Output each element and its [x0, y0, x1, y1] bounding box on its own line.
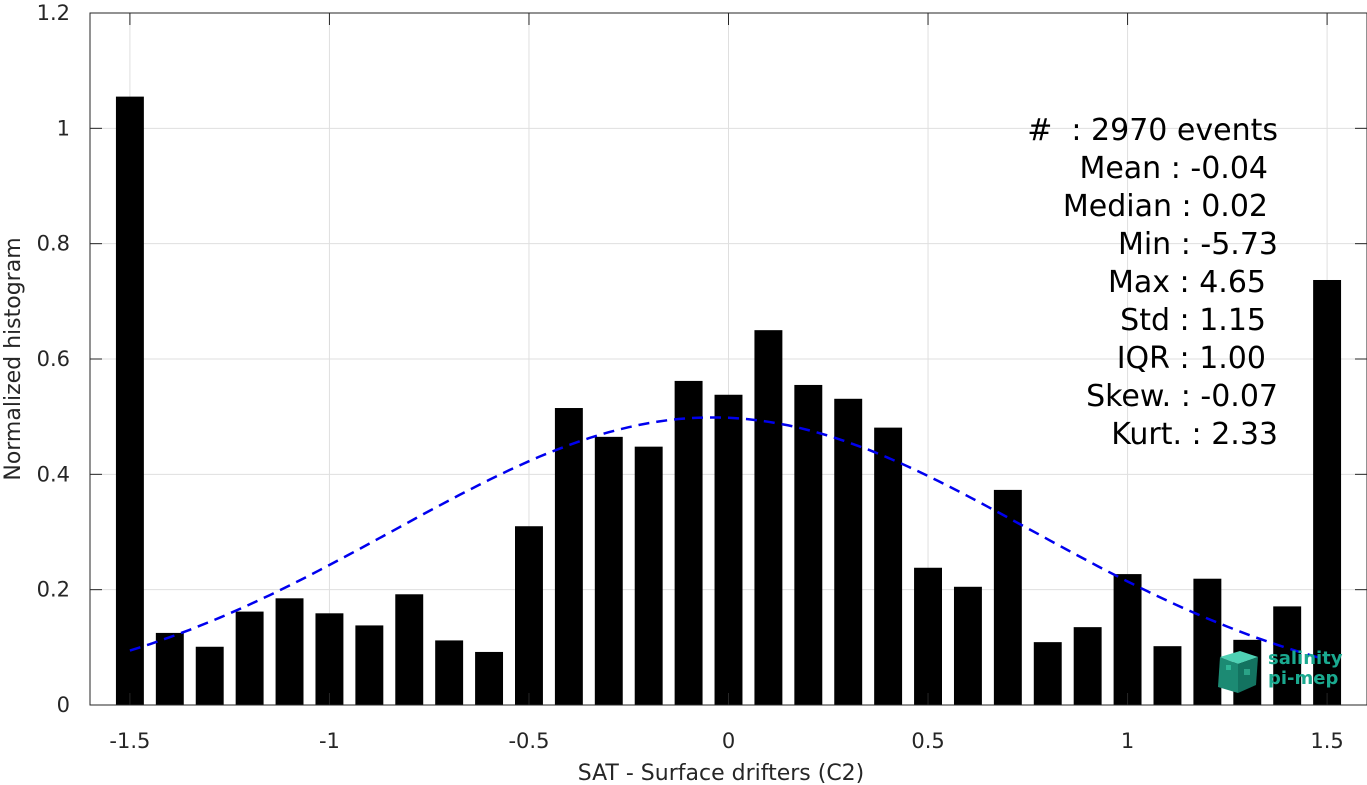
histogram-bar: [714, 394, 743, 705]
x-axis-label: SAT - Surface drifters (C2): [578, 761, 865, 785]
statistics-box: # : 2970 events Mean : -0.04 Median : 0.…: [1027, 112, 1278, 454]
histogram-bar: [754, 330, 783, 705]
histogram-bar: [395, 594, 424, 705]
stat-std: Std : 1.15: [1120, 303, 1266, 338]
histogram-bar: [115, 96, 144, 705]
histogram-bar: [1153, 646, 1182, 705]
y-tick-label: 0: [57, 693, 70, 717]
y-tick-label: 1: [57, 116, 70, 140]
y-tick-label: 1.2: [37, 1, 70, 25]
stat-min: Min : -5.73: [1117, 227, 1278, 262]
x-tick-label: 1: [1121, 729, 1134, 753]
histogram-bar: [834, 398, 863, 705]
histogram-bar: [634, 446, 663, 705]
histogram-bar: [1313, 279, 1342, 705]
stat-skew: Skew. : -0.07: [1086, 379, 1278, 414]
histogram-bar: [1193, 578, 1222, 705]
histogram-bar: [1033, 642, 1062, 705]
x-tick-label: -0.5: [508, 729, 549, 753]
x-tick-label: 0: [722, 729, 735, 753]
stat-mean: Mean : -0.04: [1079, 151, 1268, 186]
x-tick-label: -1.5: [109, 729, 150, 753]
histogram-bar: [355, 625, 384, 705]
x-tick-label: -1: [319, 729, 340, 753]
histogram-bar: [993, 489, 1022, 705]
histogram-bar: [1073, 627, 1102, 705]
y-tick-label: 0.2: [37, 578, 70, 602]
y-tick-label: 0.6: [37, 347, 70, 371]
histogram-bar: [914, 567, 942, 705]
stat-kurt: Kurt. : 2.33: [1111, 417, 1278, 452]
histogram-bar: [315, 613, 344, 705]
y-tick-label: 0.8: [37, 232, 70, 256]
stat-count: # : 2970 events: [1027, 113, 1278, 148]
histogram-bar: [794, 384, 823, 705]
gaussian-fit-curve: [129, 416, 1328, 662]
histogram-bar: [1113, 574, 1142, 705]
histogram-bar: [475, 651, 504, 705]
histogram-bar: [874, 427, 903, 705]
y-axis-label: Normalized histogram: [1, 237, 26, 480]
histogram-bar: [195, 646, 224, 705]
logo-line1: salinity: [1268, 648, 1343, 669]
stat-max: Max : 4.65: [1108, 265, 1266, 300]
y-tick-label: 0.4: [37, 462, 70, 486]
histogram-bar: [435, 640, 464, 705]
x-tick-label: 0.5: [911, 729, 944, 753]
salinity-pimep-logo: salinity pi-mep: [1216, 645, 1351, 695]
histogram-bar: [674, 380, 703, 705]
histogram-bar: [155, 632, 184, 705]
ticks: -1.5 -1 -0.5 0 0.5 1 1.5 0 0.2 0.4 0.6 0.8 1 1.2: [37, 1, 1367, 753]
stat-iqr: IQR : 1.00: [1116, 341, 1266, 376]
histogram-bar: [275, 598, 304, 705]
cube-logo-icon: [1218, 651, 1258, 693]
histogram-bar: [953, 586, 982, 705]
logo-text: salinity pi-mep: [1268, 649, 1343, 689]
x-tick-label: 1.5: [1310, 729, 1343, 753]
logo-line2: pi-mep: [1268, 668, 1339, 689]
histogram-bar: [515, 526, 543, 705]
histogram-bar: [1273, 606, 1302, 705]
stat-median: Median : 0.02: [1062, 189, 1268, 224]
histogram-bar: [594, 436, 623, 705]
bars: [115, 96, 1342, 705]
histogram-bar: [235, 611, 264, 705]
histogram-bar: [554, 408, 583, 705]
